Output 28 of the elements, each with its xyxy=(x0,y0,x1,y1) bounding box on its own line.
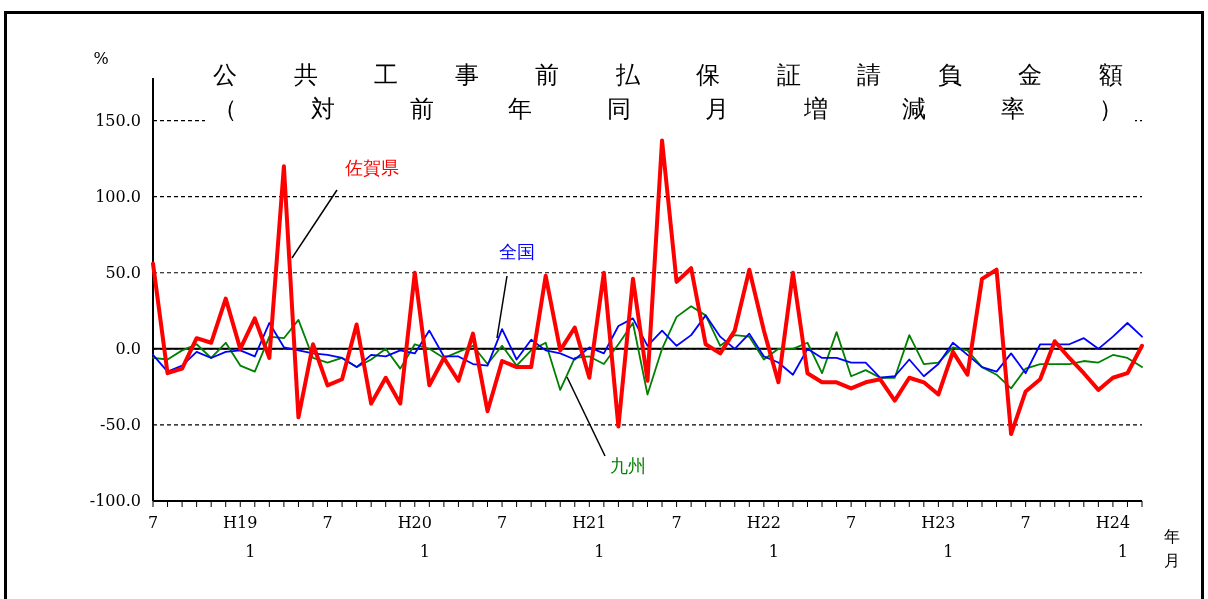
text: 全国 xyxy=(499,241,535,262)
x-tick-label: 7 xyxy=(846,513,857,532)
y-tick-label: -100.0 xyxy=(89,491,141,510)
x-tick-label: H24 1 xyxy=(1095,513,1131,561)
x-tick-label: H19 1 xyxy=(223,513,258,561)
x-tick-label: 7 xyxy=(496,513,508,532)
line-series xyxy=(152,314,1143,379)
x-axis-title: 年月 xyxy=(1164,527,1180,570)
x-tick-label: H21 1 xyxy=(572,513,607,561)
y-axis-title: % xyxy=(93,49,109,68)
chart-title: 公共工事前払保証請負金額 xyxy=(213,61,1123,89)
line-series xyxy=(151,138,1144,437)
y-tick-label: -50.0 xyxy=(99,414,141,434)
y-tick-label: 150.0 xyxy=(95,110,141,130)
text: 九州 xyxy=(610,455,646,476)
line-series xyxy=(152,305,1143,396)
x-tick-label: 7 xyxy=(147,513,159,532)
y-tick-label: 100.0 xyxy=(95,186,141,206)
x-tick-label: 7 xyxy=(1020,513,1031,532)
x-tick-label: 7 xyxy=(671,513,682,532)
text: （対前年同月増減率） xyxy=(213,95,1123,123)
y-tick-label: 50.0 xyxy=(105,262,141,282)
text: 佐賀県 xyxy=(345,157,399,178)
x-tick-label: H20 1 xyxy=(397,513,432,561)
y-tick-label: 0.0 xyxy=(115,338,141,358)
x-tick-label: 7 xyxy=(322,513,333,532)
x-tick-label: H22 1 xyxy=(746,513,782,561)
x-tick-label: H23 1 xyxy=(921,513,956,561)
